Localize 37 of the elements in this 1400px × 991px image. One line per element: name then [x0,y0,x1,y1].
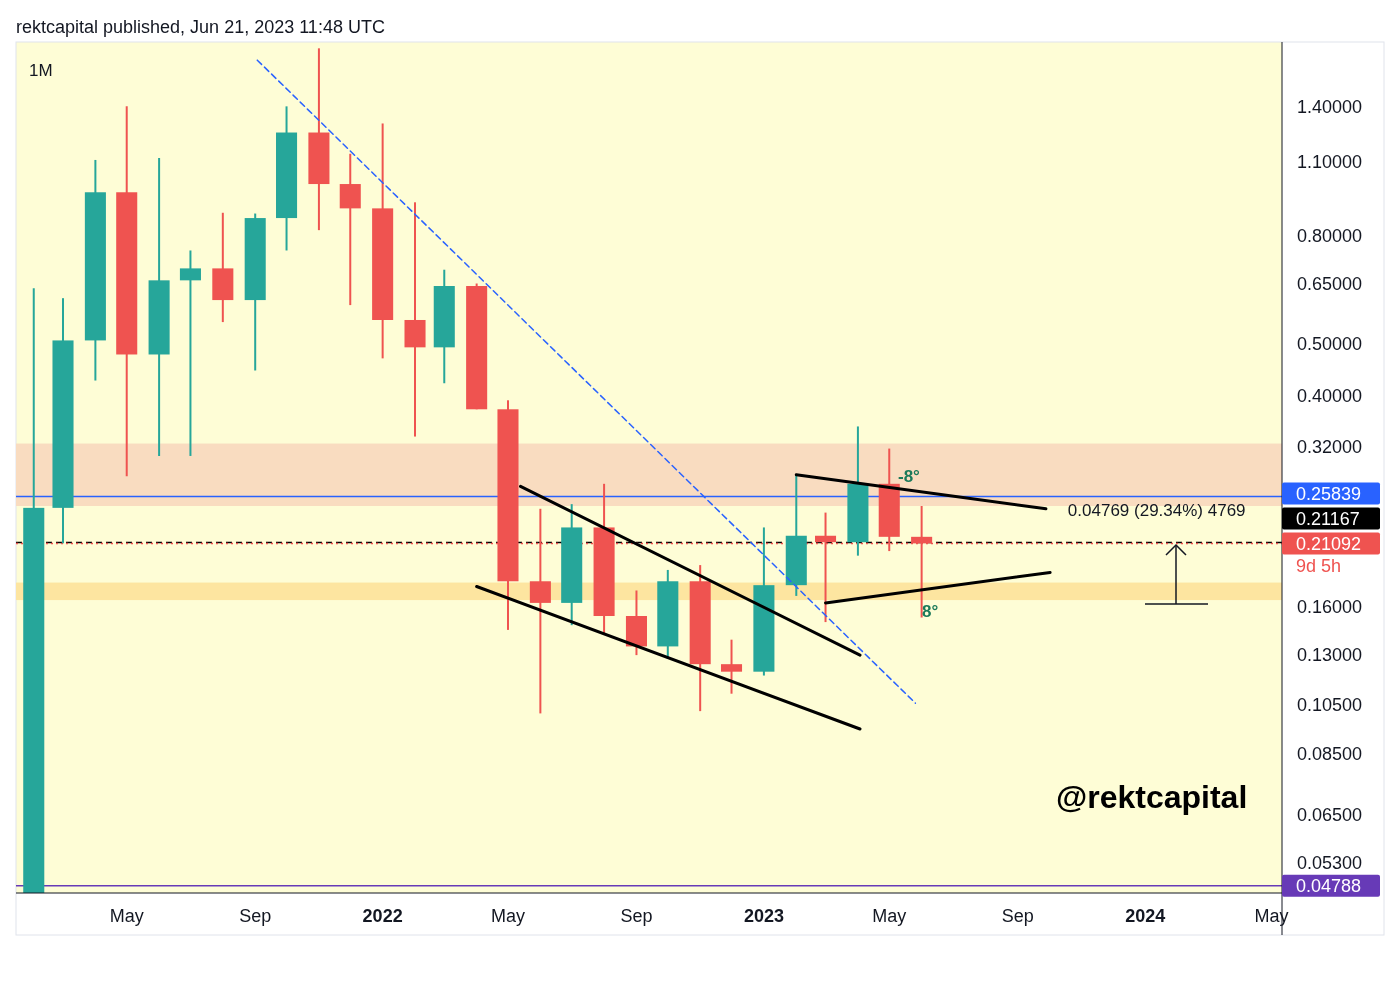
annotation: @rektcapital [1056,779,1248,815]
x-tick-label: 2023 [743,906,784,926]
y-tick-label: 0.13000 [1297,645,1363,666]
chart-title: rektcapital published, Jun 21, 2023 11:48 UTC [16,17,385,37]
y-tick-label: 1.40000 [1297,96,1363,117]
x-tick-label: May [872,906,907,926]
annotation: -8° [898,467,921,486]
y-tick-label: 0.65000 [1297,273,1363,294]
candlestick [404,201,426,438]
ref-line-label: 0.21167 [1296,508,1360,529]
ref-line-label: 0.25839 [1296,483,1362,504]
y-tick-label: 0.05300 [1297,852,1363,873]
candlestick [179,249,201,457]
x-tick-label: May [109,906,144,926]
x-tick-label: May [1254,906,1289,926]
text: 9d 5h [1296,556,1342,576]
ref-line-label: 0.04788 [1296,876,1362,897]
candlestick [720,638,743,695]
y-tick-label: 0.40000 [1297,385,1363,406]
x-tick-label: Sep [239,906,272,926]
x-tick-label: Sep [1001,906,1034,926]
y-tick-label: 0.16000 [1297,597,1363,618]
y-tick-label: 0.10500 [1297,694,1363,715]
x-tick-label: May [490,906,525,926]
text: 1M [29,61,53,80]
y-tick-label: 1.10000 [1297,152,1363,173]
y-tick-label: 0.50000 [1297,334,1363,355]
x-tick-label: Sep [620,906,653,926]
y-tick-label: 0.06500 [1297,805,1363,826]
x-tick-label: 2022 [362,906,403,926]
y-tick-label: 0.32000 [1297,437,1363,458]
y-tick-label: 0.08500 [1297,743,1363,764]
annotation: 0.04769 (29.34%) 4769 [1067,500,1246,520]
x-tick-label: 2024 [1125,906,1166,926]
annotation: 8° [922,602,939,621]
y-tick-label: 0.80000 [1297,225,1363,246]
ref-line-label: 0.21092 [1296,533,1362,554]
